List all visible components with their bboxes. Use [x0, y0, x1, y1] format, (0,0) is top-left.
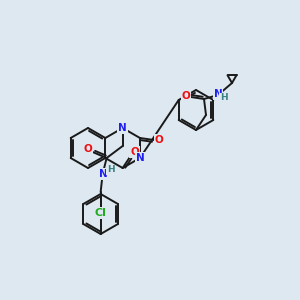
Text: O: O — [182, 91, 190, 101]
Text: H: H — [107, 166, 115, 175]
Text: O: O — [154, 135, 163, 145]
Text: N: N — [214, 89, 222, 99]
Text: N: N — [99, 169, 108, 179]
Text: O: O — [130, 147, 139, 157]
Text: H: H — [220, 94, 228, 103]
Text: Cl: Cl — [95, 208, 106, 218]
Text: O: O — [83, 144, 92, 154]
Text: N: N — [118, 123, 127, 133]
Text: N: N — [136, 153, 144, 163]
